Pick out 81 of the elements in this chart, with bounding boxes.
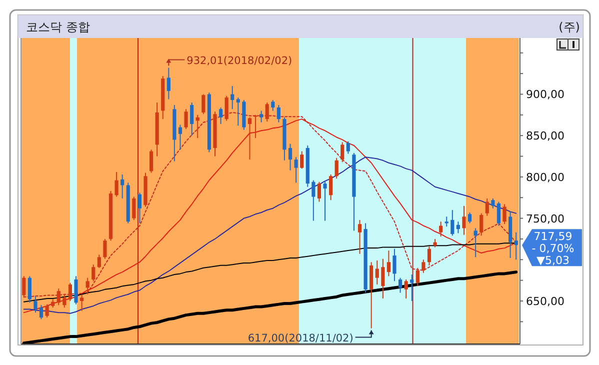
- candlestick: [427, 246, 432, 266]
- candlestick: [114, 171, 118, 198]
- candlestick: [178, 124, 182, 150]
- candlestick: [254, 114, 258, 139]
- candlestick: [132, 196, 136, 220]
- candlestick: [404, 278, 408, 300]
- candlestick: [317, 181, 322, 202]
- candlestick: [97, 254, 101, 268]
- candlestick: [496, 201, 501, 226]
- y-tick-label: 800,00: [526, 170, 564, 184]
- candlestick: [491, 198, 495, 209]
- candlestick: [166, 67, 170, 100]
- candlestick: [34, 296, 38, 314]
- candlestick: [439, 221, 443, 237]
- candlestick: [56, 288, 60, 306]
- candlestick: [329, 174, 333, 201]
- candlestick: [68, 282, 72, 302]
- candlestick: [276, 104, 280, 123]
- y-tick-label: 900,00: [526, 88, 564, 102]
- candlestick: [346, 140, 350, 154]
- candlestick: [392, 248, 396, 282]
- candlestick: [410, 274, 414, 302]
- candlestick: [450, 210, 454, 236]
- candlestick: [271, 100, 275, 112]
- candlestick: [265, 102, 269, 122]
- candlestick: [28, 276, 32, 304]
- candlestick: [480, 212, 484, 236]
- candlestick: [334, 157, 338, 180]
- line-series: [22, 270, 518, 345]
- candlestick: [462, 205, 466, 236]
- text: - 0,70%: [532, 242, 574, 256]
- candlestick: [474, 228, 478, 258]
- candlestick: [248, 116, 252, 160]
- candlestick: [386, 250, 391, 277]
- y-tick-label: 650,00: [526, 294, 564, 308]
- candlestick: [74, 276, 78, 305]
- annotation: 932,01(2018/02/02): [186, 54, 292, 67]
- candlestick: [80, 294, 84, 312]
- candlestick: [300, 150, 304, 170]
- candlestick: [103, 238, 107, 260]
- chart-title: 코스닥 종합: [26, 20, 90, 34]
- candlestick: [468, 212, 472, 224]
- text: (주): [558, 20, 580, 34]
- candlestick: [294, 156, 298, 184]
- candlestick: [416, 267, 420, 287]
- candlestick: [514, 232, 518, 260]
- candlestick: [138, 192, 142, 224]
- candlestick: [149, 149, 154, 174]
- candlestick: [288, 143, 292, 171]
- candlestick: [39, 304, 44, 320]
- candlestick: [444, 216, 448, 228]
- candlestick: [45, 304, 49, 318]
- candlestick: [340, 142, 344, 163]
- candlestick: [202, 94, 206, 115]
- candlestick: [224, 95, 228, 122]
- y-tick-label: 850,00: [526, 130, 564, 143]
- candlestick: [92, 264, 96, 282]
- candlestick: [236, 97, 240, 126]
- candlestick: [184, 108, 188, 130]
- candlestick: [485, 198, 489, 216]
- text: 717,59: [534, 230, 572, 244]
- candlestick: [22, 276, 26, 298]
- candlestick: [422, 259, 426, 274]
- y-tick-label: 750,00: [526, 212, 564, 226]
- candlestick: [370, 262, 374, 329]
- candlestick: [358, 219, 362, 254]
- candlestick: [86, 277, 90, 295]
- candlestick: [312, 180, 316, 222]
- candlestick: [398, 277, 402, 294]
- candlestick: [120, 174, 124, 199]
- candlestick: [260, 110, 264, 123]
- candlestick: [375, 260, 379, 285]
- candlestick: [502, 204, 506, 225]
- candlestick: [218, 106, 223, 125]
- candlestick: [381, 258, 385, 300]
- candlestick: [456, 221, 460, 234]
- text: ▼5,03: [536, 254, 570, 268]
- candlestick: [190, 102, 194, 136]
- candlestick: [62, 294, 66, 308]
- candlestick: [323, 180, 327, 222]
- candlestick: [230, 85, 234, 110]
